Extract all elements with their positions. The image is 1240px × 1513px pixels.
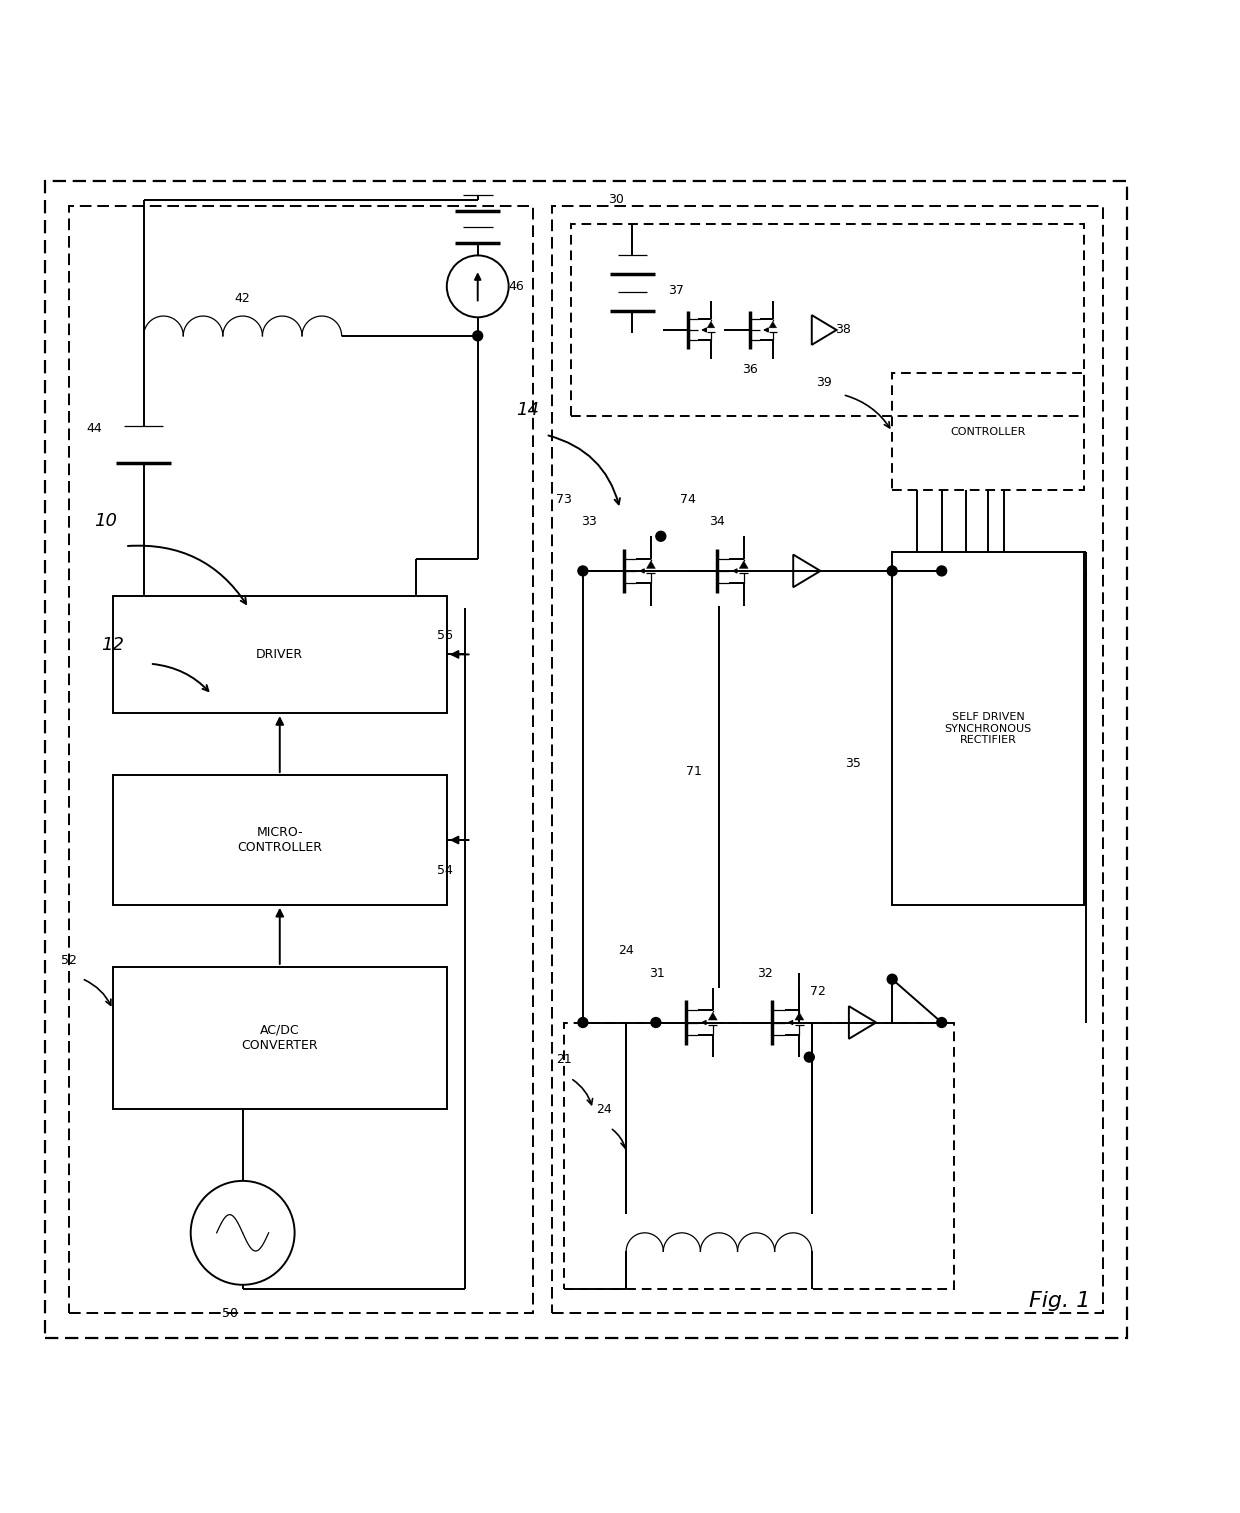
Text: 54: 54 xyxy=(438,864,453,878)
Text: 38: 38 xyxy=(835,324,851,336)
Polygon shape xyxy=(708,1012,717,1020)
Bar xyxy=(45,182,1127,1337)
Circle shape xyxy=(578,1018,588,1027)
Bar xyxy=(893,374,1084,490)
Text: 30: 30 xyxy=(608,194,624,206)
Text: 50: 50 xyxy=(222,1307,238,1319)
Text: 12: 12 xyxy=(102,635,124,654)
Text: 10: 10 xyxy=(94,513,118,531)
Text: AC/DC
CONVERTER: AC/DC CONVERTER xyxy=(242,1024,319,1052)
Bar xyxy=(113,596,446,713)
Text: 56: 56 xyxy=(438,629,453,643)
Text: 72: 72 xyxy=(810,985,826,999)
Text: 42: 42 xyxy=(234,292,250,306)
Text: 37: 37 xyxy=(667,284,683,297)
Circle shape xyxy=(888,566,897,576)
Text: 71: 71 xyxy=(686,766,702,779)
Polygon shape xyxy=(707,321,714,328)
Circle shape xyxy=(651,1018,661,1027)
Bar xyxy=(564,1023,954,1289)
Polygon shape xyxy=(646,561,656,569)
Circle shape xyxy=(656,531,666,542)
Text: CONTROLLER: CONTROLLER xyxy=(950,427,1025,437)
Text: SELF DRIVEN
SYNCHRONOUS
RECTIFIER: SELF DRIVEN SYNCHRONOUS RECTIFIER xyxy=(945,713,1032,746)
Text: 24: 24 xyxy=(596,1103,611,1115)
Text: 24: 24 xyxy=(619,944,634,958)
Bar xyxy=(552,206,1102,1313)
Text: 21: 21 xyxy=(557,1053,572,1067)
Bar xyxy=(113,967,446,1109)
Text: 14: 14 xyxy=(516,401,538,419)
Polygon shape xyxy=(795,1012,804,1020)
Bar xyxy=(893,552,1084,905)
Text: 74: 74 xyxy=(680,493,696,505)
Text: 39: 39 xyxy=(816,375,832,389)
Circle shape xyxy=(578,566,588,576)
Text: MICRO-
CONTROLLER: MICRO- CONTROLLER xyxy=(237,826,322,853)
Bar xyxy=(570,224,1084,416)
Text: 34: 34 xyxy=(708,514,724,528)
Text: 35: 35 xyxy=(846,758,862,770)
Text: 36: 36 xyxy=(742,363,758,377)
Circle shape xyxy=(805,1052,815,1062)
Polygon shape xyxy=(739,561,748,569)
Text: 46: 46 xyxy=(508,280,525,294)
Text: 73: 73 xyxy=(557,493,573,505)
Circle shape xyxy=(936,566,946,576)
Text: 44: 44 xyxy=(87,422,102,436)
Bar xyxy=(113,775,446,905)
Text: 32: 32 xyxy=(756,967,773,979)
Text: 33: 33 xyxy=(582,514,596,528)
Text: 52: 52 xyxy=(62,953,77,967)
Text: DRIVER: DRIVER xyxy=(257,648,304,661)
Circle shape xyxy=(472,331,482,340)
Polygon shape xyxy=(769,321,776,328)
Bar xyxy=(69,206,533,1313)
Text: 31: 31 xyxy=(650,967,665,979)
Text: Fig. 1: Fig. 1 xyxy=(1029,1291,1090,1310)
Circle shape xyxy=(888,974,897,983)
Circle shape xyxy=(936,1018,946,1027)
